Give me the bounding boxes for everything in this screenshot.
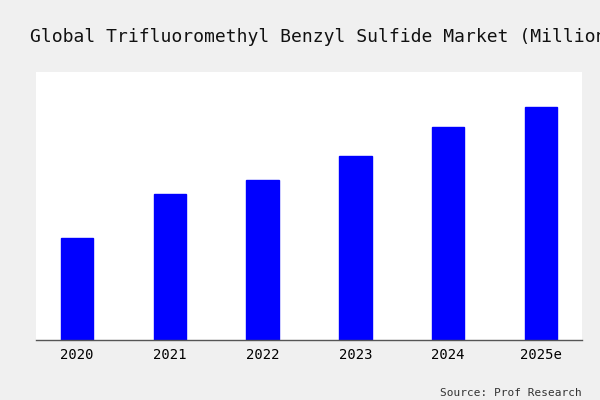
Bar — [247, 180, 279, 340]
Bar — [432, 127, 464, 340]
Bar — [339, 156, 371, 340]
Bar — [61, 238, 93, 340]
Bar — [154, 194, 186, 340]
Text: Source: Prof Research: Source: Prof Research — [440, 388, 582, 398]
Bar — [525, 107, 557, 340]
Text: Global Trifluoromethyl Benzyl Sulfide Market (Million USD): Global Trifluoromethyl Benzyl Sulfide Ma… — [30, 28, 600, 46]
